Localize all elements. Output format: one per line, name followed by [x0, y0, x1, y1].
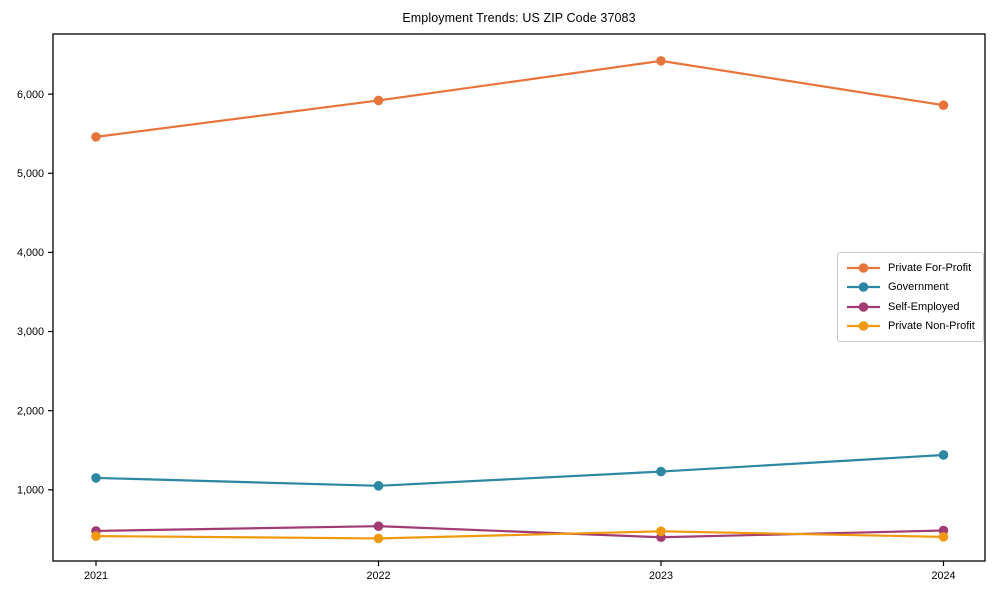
data-point-private-for-profit: [373, 95, 384, 106]
legend-circle-marker: [858, 262, 869, 273]
y-tick-label: 4,000: [17, 247, 44, 259]
y-tick-label: 5,000: [17, 168, 44, 180]
legend-label-self-employed: Self-Employed: [888, 300, 960, 313]
legend-marker-icon: [847, 321, 880, 332]
data-point-private-non-profit: [91, 531, 101, 541]
legend-item-self-employed: Self-Employed: [846, 297, 975, 317]
legend-item-government: Government: [846, 278, 975, 298]
data-point-private-for-profit: [938, 100, 949, 111]
chart-legend: Private For-Profit Government Self-Employe…: [837, 252, 984, 342]
legend-marker-icon: [847, 262, 880, 273]
data-point-private-non-profit: [656, 526, 666, 537]
series-line-private-for-profit: [95, 59, 944, 138]
y-tick-label: 6,000: [17, 89, 44, 101]
legend-marker-icon: [847, 282, 880, 293]
legend-circle-marker: [858, 321, 869, 332]
series-line-government: [95, 453, 944, 487]
data-point-self-employed: [373, 521, 384, 531]
data-point-private-for-profit: [656, 56, 666, 66]
y-tick-label: 2,000: [17, 405, 44, 417]
data-point-private-for-profit: [91, 132, 101, 142]
data-point-government: [91, 473, 101, 483]
data-point-private-non-profit: [373, 533, 384, 544]
legend-label-government: Government: [888, 281, 949, 294]
legend-circle-marker: [858, 282, 869, 293]
x-tick-label: 2023: [649, 570, 673, 582]
x-tick-label: 2021: [84, 570, 108, 582]
legend-marker-icon: [847, 301, 880, 312]
chart-title: Employment Trends: US ZIP Code 37083: [402, 11, 636, 25]
data-point-government: [938, 450, 949, 460]
x-tick-label: 2022: [366, 570, 390, 582]
data-point-government: [656, 466, 666, 477]
legend-circle-marker: [858, 301, 869, 312]
legend-label-private-for-profit: Private For-Profit: [888, 261, 972, 274]
series-line-private-non-profit: [95, 530, 944, 540]
data-point-government: [373, 481, 384, 491]
legend-item-private-non-profit: Private Non-Profit: [846, 317, 975, 337]
legend-label-private-non-profit: Private Non-Profit: [888, 320, 975, 333]
data-point-private-non-profit: [938, 532, 949, 542]
y-tick-label: 1,000: [17, 484, 44, 496]
plot-border: [52, 33, 986, 562]
x-tick-label: 2024: [931, 570, 955, 582]
y-tick-label: 3,000: [17, 326, 44, 338]
legend-item-private-for-profit: Private For-Profit: [846, 258, 975, 278]
